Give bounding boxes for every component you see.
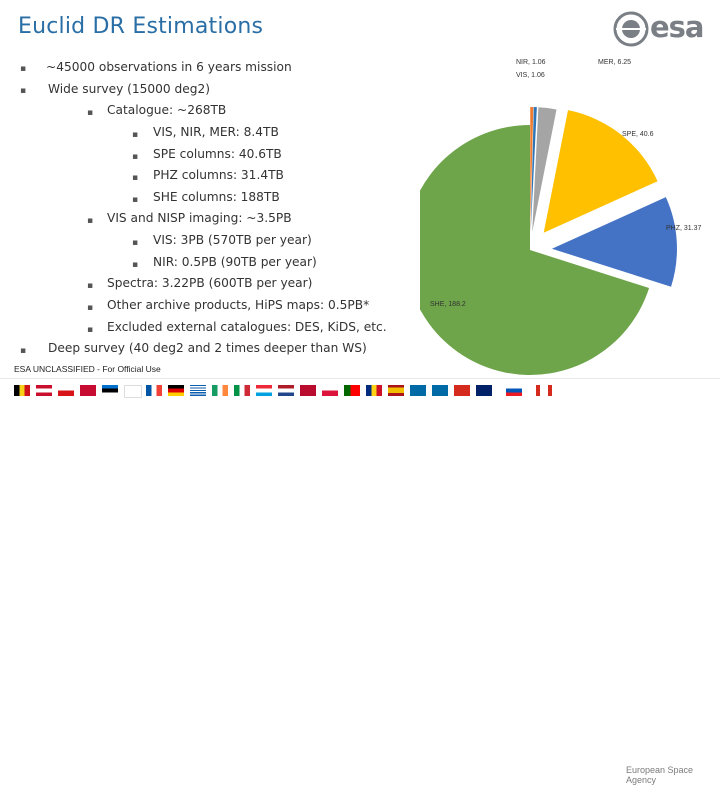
pie-slice (420, 125, 650, 375)
flag-icon (410, 385, 426, 396)
flag-icon (234, 385, 250, 396)
agency-label: European Space Agency (626, 765, 694, 785)
flag-icon (80, 385, 96, 396)
bullet-item: VIS and NISP imaging: ~3.5PB (107, 211, 292, 225)
pie-slice (532, 107, 557, 233)
flag-icon (146, 385, 162, 396)
flag-icon (58, 385, 74, 396)
flag-icon (278, 385, 294, 396)
flag-icon (476, 385, 492, 396)
slice-label: SPE, 40.6 (622, 131, 654, 138)
bullet-item: VIS, NIR, MER: 8.4TB (153, 125, 279, 139)
bullet-item: Spectra: 3.22PB (600TB per year) (107, 276, 313, 290)
flag-icon (256, 385, 272, 396)
flag-icon (366, 385, 382, 396)
storage-pie-chart: SHE, 188.2 NIR, 1.06 VIS, 1.06 MER, 6.25 SPE… (420, 59, 702, 375)
pie-slice (530, 107, 537, 233)
flag-icon (322, 385, 338, 396)
slice-label: MER, 6.25 (598, 59, 631, 66)
bullet-item: PHZ columns: 31.4TB (153, 168, 284, 182)
flag-icon (454, 385, 470, 396)
flag-icon (124, 385, 142, 398)
member-flags-bar: European Space Agency (0, 378, 720, 785)
flag-icon (388, 385, 404, 396)
bullet-item: VIS: 3PB (570TB per year) (153, 233, 312, 247)
logo-text: esa (650, 10, 704, 44)
slice-label: SHE, 188.2 (430, 301, 466, 308)
bullet-item: SPE columns: 40.6TB (153, 147, 282, 161)
pie-slice (543, 110, 658, 233)
bullet-item: Wide survey (15000 deg2) (48, 82, 211, 96)
flag-icon (300, 385, 316, 396)
classification-label: ESA UNCLASSIFIED - For Official Use (14, 364, 161, 374)
slice-label: PHZ, 31.37 (666, 225, 702, 232)
slice-label: VIS, 1.06 (516, 72, 545, 79)
flag-icon (36, 385, 52, 396)
flag-icon (190, 385, 206, 396)
slice-label: NIR, 1.06 (516, 59, 546, 66)
bullet-item: SHE columns: 188TB (153, 190, 280, 204)
flag-icon (344, 385, 360, 396)
flag-icon (14, 385, 30, 396)
bullet-item: ~45000 observations in 6 years mission (46, 60, 292, 74)
bullet-item: NIR: 0.5PB (90TB per year) (153, 255, 317, 269)
flag-icon (212, 385, 228, 396)
flag-icon (102, 385, 118, 396)
bullet-item: Catalogue: ~268TB (107, 103, 227, 117)
flag-icon (432, 385, 448, 396)
pie-slice (551, 197, 677, 287)
pie-slice (530, 107, 534, 233)
bullet-item: Excluded external catalogues: DES, KiDS,… (107, 320, 387, 334)
flag-icon (536, 385, 552, 396)
flag-icon (168, 385, 184, 396)
page-title: Euclid DR Estimations (18, 14, 264, 39)
bullet-item: Deep survey (40 deg2 and 2 times deeper … (48, 341, 367, 355)
esa-globe-icon (613, 11, 649, 47)
bullet-item: Other archive products, HiPS maps: 0.5PB… (107, 298, 370, 312)
flag-icon (506, 385, 522, 396)
